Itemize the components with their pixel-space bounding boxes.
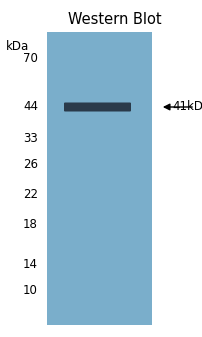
Text: 41kDa: 41kDa <box>171 100 202 114</box>
Text: 33: 33 <box>23 131 38 145</box>
Bar <box>47 32 151 325</box>
FancyBboxPatch shape <box>64 102 130 112</box>
Text: Western Blot: Western Blot <box>68 12 161 27</box>
Text: 22: 22 <box>23 187 38 201</box>
Text: 70: 70 <box>23 52 38 64</box>
Text: 10: 10 <box>23 284 38 298</box>
Text: 44: 44 <box>23 100 38 114</box>
Text: 14: 14 <box>23 258 38 272</box>
Text: 18: 18 <box>23 217 38 231</box>
Text: kDa: kDa <box>6 40 29 53</box>
Text: 26: 26 <box>23 158 38 172</box>
